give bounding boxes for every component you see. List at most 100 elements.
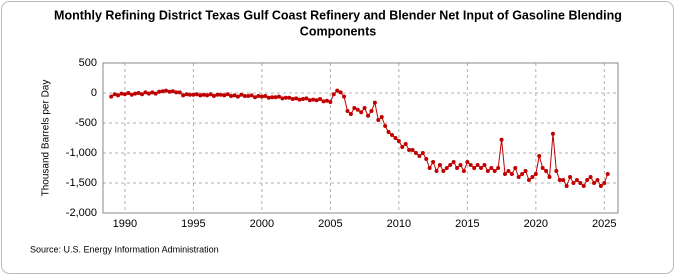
x-tick-label: 2000	[250, 218, 274, 230]
x-tick-label: 1995	[181, 218, 205, 230]
data-point	[146, 91, 151, 96]
data-point	[372, 100, 377, 105]
plot-border	[102, 62, 619, 214]
data-point	[287, 95, 292, 100]
y-tick-label: 500	[79, 57, 97, 69]
data-point	[441, 169, 446, 173]
data-point	[170, 89, 175, 94]
data-point	[359, 110, 364, 115]
data-point	[249, 93, 254, 98]
data-point	[472, 166, 477, 170]
data-point	[461, 169, 466, 173]
data-point	[164, 88, 169, 93]
data-point	[283, 95, 288, 100]
data-point	[311, 97, 316, 102]
data-point	[321, 99, 326, 104]
data-point	[564, 184, 569, 188]
data-point	[215, 92, 220, 97]
data-point	[181, 93, 186, 98]
data-point	[277, 94, 282, 99]
data-point	[167, 89, 172, 94]
chart-title: Monthly Refining District Texas Gulf Coa…	[54, 8, 622, 22]
data-point	[280, 96, 285, 101]
y-tick-label: 0	[91, 87, 97, 99]
data-point	[448, 163, 453, 167]
data-point	[338, 90, 343, 95]
data-point	[526, 178, 531, 182]
data-point	[496, 166, 501, 170]
data-point	[547, 175, 552, 179]
data-point	[208, 92, 213, 97]
data-point	[475, 163, 480, 167]
data-point	[431, 160, 436, 164]
data-point	[588, 175, 593, 179]
y-tick-label: -1,000	[66, 147, 97, 159]
data-point	[355, 107, 360, 112]
data-point	[187, 92, 192, 97]
data-point	[174, 90, 179, 95]
data-point	[314, 98, 319, 103]
y-tick-label: -2,000	[66, 207, 97, 219]
data-point	[557, 178, 562, 182]
data-point	[396, 139, 401, 143]
data-point	[143, 90, 148, 95]
data-point	[465, 160, 470, 164]
data-point	[393, 136, 398, 140]
data-point	[222, 93, 227, 98]
data-point	[592, 181, 597, 185]
x-tick-label: 2020	[524, 218, 548, 230]
data-point	[571, 181, 576, 185]
data-point	[324, 98, 329, 103]
data-point	[116, 93, 121, 98]
data-point	[297, 97, 302, 102]
source: Source: U.S. Energy Information Administ…	[30, 244, 219, 254]
x-tick-label: 2005	[318, 218, 342, 230]
data-point	[232, 93, 237, 98]
data-point	[554, 169, 559, 173]
data-point	[362, 106, 367, 110]
data-point	[194, 92, 199, 97]
data-point	[290, 97, 295, 101]
data-point	[574, 178, 579, 182]
data-point	[184, 92, 189, 97]
data-point	[434, 169, 439, 173]
y-axis-label: Thousand Barrels per Day	[41, 80, 52, 197]
data-point	[150, 90, 155, 95]
data-point	[386, 130, 391, 134]
y-tick-label: -500	[75, 117, 97, 129]
data-point	[304, 96, 309, 101]
data-point	[410, 148, 415, 152]
data-point	[235, 94, 240, 99]
data-point	[259, 94, 264, 99]
data-point	[201, 92, 206, 97]
data-point	[198, 93, 203, 98]
x-tick-label: 1990	[113, 218, 137, 230]
data-point	[112, 92, 117, 97]
data-point	[489, 166, 494, 170]
x-tick-label: 2015	[455, 218, 479, 230]
data-point	[177, 90, 182, 95]
data-point	[331, 92, 336, 97]
data-point	[550, 131, 555, 136]
data-point	[581, 184, 586, 188]
data-point	[444, 166, 449, 170]
data-point	[379, 115, 384, 119]
data-point	[530, 175, 535, 179]
data-point	[605, 172, 610, 176]
data-point	[516, 175, 521, 179]
data-point	[568, 175, 573, 179]
data-point	[390, 133, 395, 137]
data-point	[533, 172, 538, 176]
data-point	[122, 92, 127, 97]
chart-subtitle: Components	[300, 24, 376, 38]
data-point	[585, 178, 590, 182]
data-point	[129, 92, 134, 97]
data-point	[561, 178, 566, 182]
data-point	[253, 95, 258, 100]
data-point	[136, 91, 141, 95]
data-point	[602, 181, 607, 185]
data-point	[376, 118, 381, 122]
data-point	[520, 172, 525, 176]
data-point	[537, 154, 542, 158]
data-point	[133, 91, 138, 96]
